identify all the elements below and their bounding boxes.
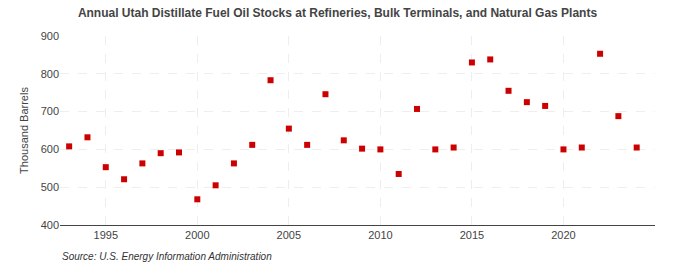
svg-text:700: 700 [41,105,59,117]
svg-text:500: 500 [41,181,59,193]
svg-text:400: 400 [41,219,59,231]
svg-text:2010: 2010 [368,229,392,241]
svg-text:Annual Utah Distillate Fuel Oi: Annual Utah Distillate Fuel Oil Stocks a… [78,6,598,20]
svg-text:2015: 2015 [460,229,484,241]
svg-text:Source: U.S. Energy Informatio: Source: U.S. Energy Information Administ… [62,251,272,262]
svg-text:900: 900 [41,30,59,42]
svg-text:2005: 2005 [277,229,301,241]
svg-text:Thousand Barrels: Thousand Barrels [18,87,30,174]
svg-text:1995: 1995 [94,229,118,241]
svg-text:2020: 2020 [551,229,575,241]
svg-text:2000: 2000 [185,229,209,241]
svg-text:800: 800 [41,68,59,80]
svg-text:600: 600 [41,143,59,155]
